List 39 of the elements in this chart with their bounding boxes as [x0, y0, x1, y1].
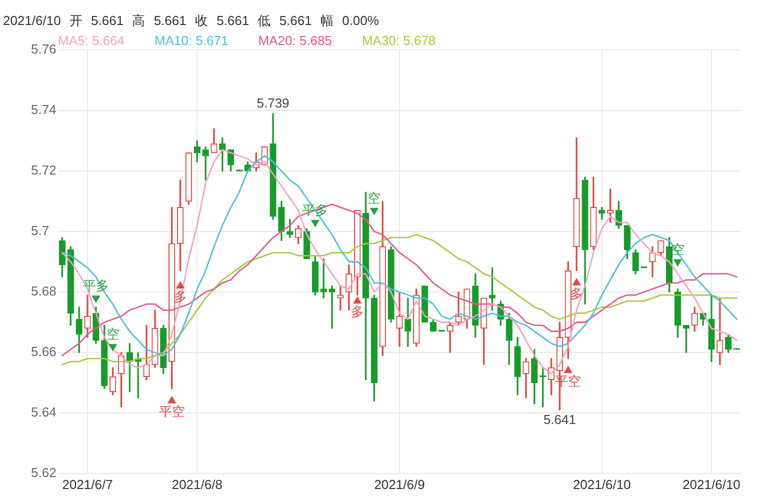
annotation: 5.739	[256, 96, 290, 111]
data-label: 平空	[158, 404, 185, 419]
candlestick	[219, 137, 226, 172]
text: MA5: 5.664	[58, 33, 124, 48]
point	[572, 278, 581, 286]
x-tick-label: 2021/6/10	[682, 476, 740, 492]
point	[674, 259, 682, 266]
y-tick-label: 5.68	[31, 284, 56, 299]
chart-title: 2021/6/10 开 5.661 高 5.661 收 5.661 低 5.661 幅 0.00%	[3, 13, 379, 29]
text: MA10: 5.671	[154, 33, 228, 48]
y-tick-label: 5.7	[31, 223, 50, 238]
data-label: 空	[106, 326, 120, 342]
y-tick-label: 5.64	[31, 404, 56, 420]
point	[168, 396, 176, 404]
point	[564, 366, 572, 374]
candlestick	[337, 286, 344, 310]
point	[92, 296, 100, 303]
data-label: 多	[350, 304, 364, 320]
y-tick-label: 5.62	[31, 465, 56, 480]
x-tick-label: 2021/6/7	[62, 476, 113, 492]
point	[353, 296, 362, 304]
y-tick-label: 5.72	[31, 162, 56, 178]
text: MA20: 5.685	[258, 33, 332, 48]
y-tick-label: 5.76	[31, 42, 56, 57]
y-tick-label: 5.74	[31, 102, 56, 118]
x-tick-label: 2021/6/10	[572, 476, 631, 492]
x-tick-label: 2021/6/9	[374, 476, 425, 492]
x-tick-label: 2021/6/8	[172, 476, 222, 492]
text: MA30: 5.678	[362, 33, 436, 48]
candlestick	[202, 146, 209, 180]
data-label: 空	[368, 190, 381, 206]
point	[311, 220, 320, 227]
y-tick-label: 5.66	[31, 344, 56, 360]
data-label: 多	[174, 289, 187, 304]
point	[108, 344, 117, 351]
point	[176, 281, 184, 288]
candlestick	[328, 286, 336, 329]
annotation: 5.641	[543, 412, 576, 428]
point	[370, 208, 378, 215]
